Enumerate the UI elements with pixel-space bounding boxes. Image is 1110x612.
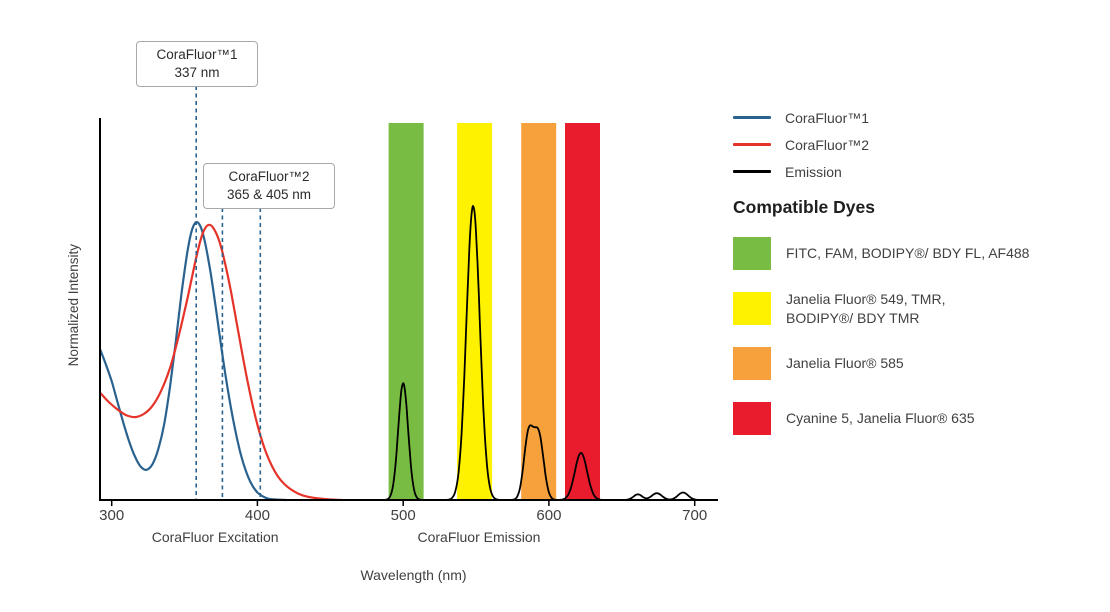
y-axis-label: Normalized Intensity — [66, 244, 81, 367]
legend-line-swatch — [733, 170, 771, 173]
dye-label-line: Cyanine 5, Janelia Fluor® 635 — [786, 410, 975, 426]
callout-corafluor1: CoraFluor™1 337 nm — [136, 41, 258, 88]
curve-corafluor-1 — [98, 220, 287, 502]
x-tick-label-500: 500 — [390, 507, 416, 524]
callout-corafluor2: CoraFluor™2 365 & 405 nm — [203, 163, 335, 210]
band-yellow — [457, 123, 493, 499]
callout-value: 337 nm — [174, 65, 220, 81]
legend-item-label: CoraFluor™2 — [785, 136, 870, 153]
dye-swatch-yellow — [733, 292, 771, 325]
spectra-chart: CoraFluor™1 337 nm CoraFluor™2 365 & 405… — [66, 41, 718, 583]
dye-label: Janelia Fluor® 549, TMR, BODIPY®/ BDY TM… — [786, 290, 945, 328]
legend-line-swatch — [733, 143, 771, 146]
dye-label-line: BODIPY®/ BDY TMR — [786, 309, 920, 326]
x-tick-label-400: 400 — [244, 507, 270, 524]
dye-label: FITC, FAM, BODIPY®/ BDY FL, AF488 — [786, 244, 1029, 263]
dye-label: Janelia Fluor® 585 — [786, 354, 904, 373]
dye-list: FITC, FAM, BODIPY®/ BDY FL, AF488 Janeli… — [733, 237, 1029, 457]
dye-item: Cyanine 5, Janelia Fluor® 635 — [733, 402, 1029, 435]
dye-label-line: Janelia Fluor® 585 — [786, 355, 904, 371]
dye-item: FITC, FAM, BODIPY®/ BDY FL, AF488 — [733, 237, 1029, 270]
dye-label: Cyanine 5, Janelia Fluor® 635 — [786, 409, 975, 428]
callout-title: CoraFluor™1 — [156, 47, 238, 62]
band-red — [565, 123, 600, 499]
dye-item: Janelia Fluor® 549, TMR, BODIPY®/ BDY TM… — [733, 290, 1029, 328]
curve-corafluor-2 — [99, 223, 343, 502]
x-tick-label-700: 700 — [682, 507, 708, 524]
dye-swatch-green — [733, 237, 771, 270]
legend-item: CoraFluor™2 — [733, 131, 869, 158]
x-tick-label-600: 600 — [536, 507, 562, 524]
dye-swatch-red — [733, 402, 771, 435]
compatible-dyes-heading: Compatible Dyes — [733, 197, 875, 217]
band-green — [388, 123, 424, 499]
legend-item-label: CoraFluor™1 — [785, 109, 870, 126]
callout-title: CoraFluor™2 — [228, 169, 310, 184]
callout-value: 365 & 405 nm — [226, 187, 312, 203]
dye-label-line: Janelia Fluor® 549, TMR, — [786, 290, 946, 307]
dye-label-line: FITC, FAM, BODIPY®/ BDY FL, AF488 — [786, 245, 1030, 261]
dye-item: Janelia Fluor® 585 — [733, 347, 1029, 380]
legend-item: Emission — [733, 158, 869, 185]
dye-swatch-orange — [733, 347, 771, 380]
legend: CoraFluor™1 CoraFluor™2 Emission — [733, 104, 869, 185]
legend-item: CoraFluor™1 — [733, 104, 869, 131]
x-tick-label-300: 300 — [99, 507, 125, 524]
legend-item-label: Emission — [785, 163, 842, 180]
x-section-emission: CoraFluor Emission — [417, 529, 541, 545]
plot-canvas — [98, 86, 718, 506]
x-section-excitation: CoraFluor Excitation — [151, 529, 279, 545]
x-axis-title: Wavelength (nm) — [360, 567, 467, 583]
legend-line-swatch — [733, 116, 771, 119]
